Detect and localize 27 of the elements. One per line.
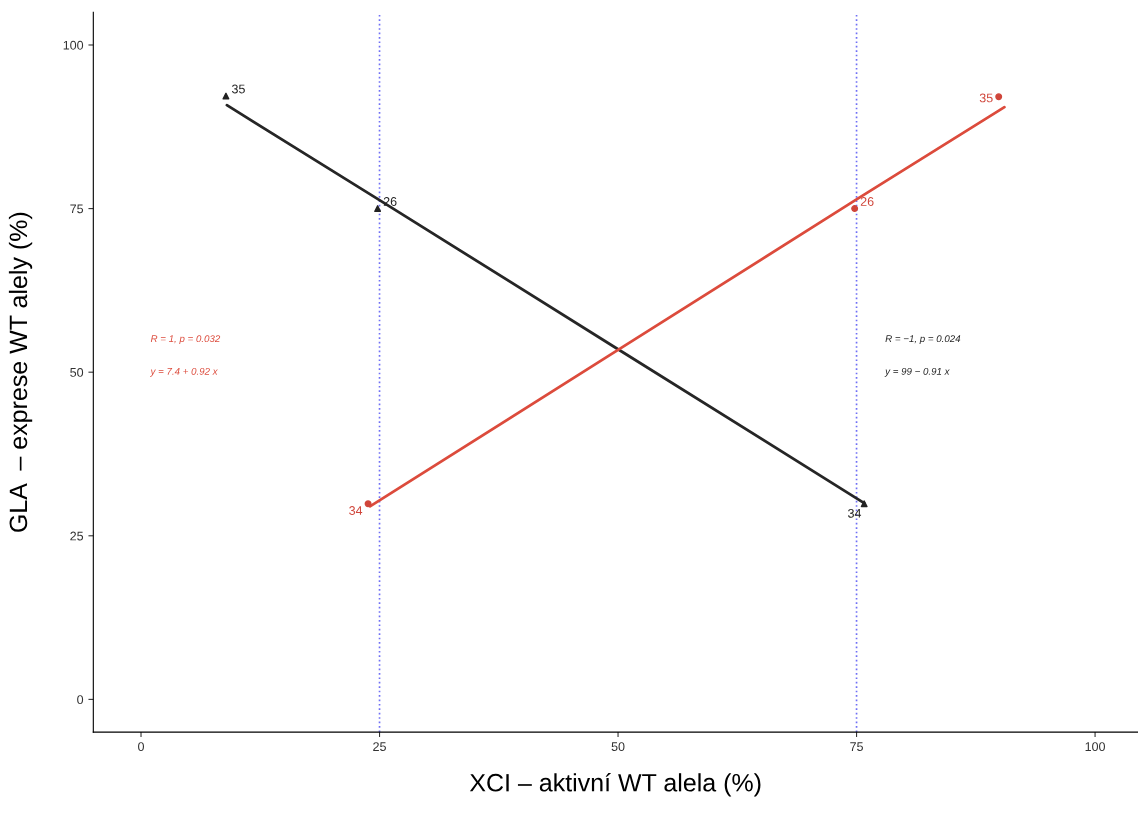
y-tick-label: 50 bbox=[70, 367, 84, 377]
x-tick-label: 0 bbox=[138, 742, 145, 752]
x-tick-label: 75 bbox=[850, 742, 863, 752]
point bbox=[222, 92, 230, 100]
point bbox=[364, 500, 372, 508]
annotation: y = 7.4 + 0.92 x bbox=[150, 367, 218, 377]
point bbox=[374, 205, 382, 213]
annotation: y = 99 − 0.91 x bbox=[884, 367, 950, 377]
annotation: 26 bbox=[860, 197, 874, 206]
x-tick-label: 100 bbox=[1085, 742, 1106, 752]
x-tick-label: 25 bbox=[373, 742, 386, 752]
y-axis-title: GLA – exprese WT alely (%) bbox=[8, 212, 33, 532]
annotation: R = −1, p = 0.024 bbox=[885, 335, 961, 344]
y-tick-label: 75 bbox=[70, 204, 84, 214]
x-axis-title: XCI – aktivní WT alela (%) bbox=[469, 772, 761, 797]
point bbox=[860, 500, 868, 508]
annotation: R = 1, p = 0.032 bbox=[150, 335, 221, 344]
y-tick-label: 100 bbox=[63, 40, 84, 50]
annotation: 34 bbox=[848, 508, 862, 518]
point bbox=[995, 93, 1003, 101]
annotation: 35 bbox=[231, 84, 245, 94]
x-tick-label: 50 bbox=[611, 742, 625, 752]
point bbox=[851, 205, 859, 213]
y-tick-label: 0 bbox=[77, 695, 84, 705]
annotation: 34 bbox=[349, 506, 363, 515]
annotation: 35 bbox=[979, 93, 993, 103]
y-tick-label: 25 bbox=[70, 531, 84, 541]
